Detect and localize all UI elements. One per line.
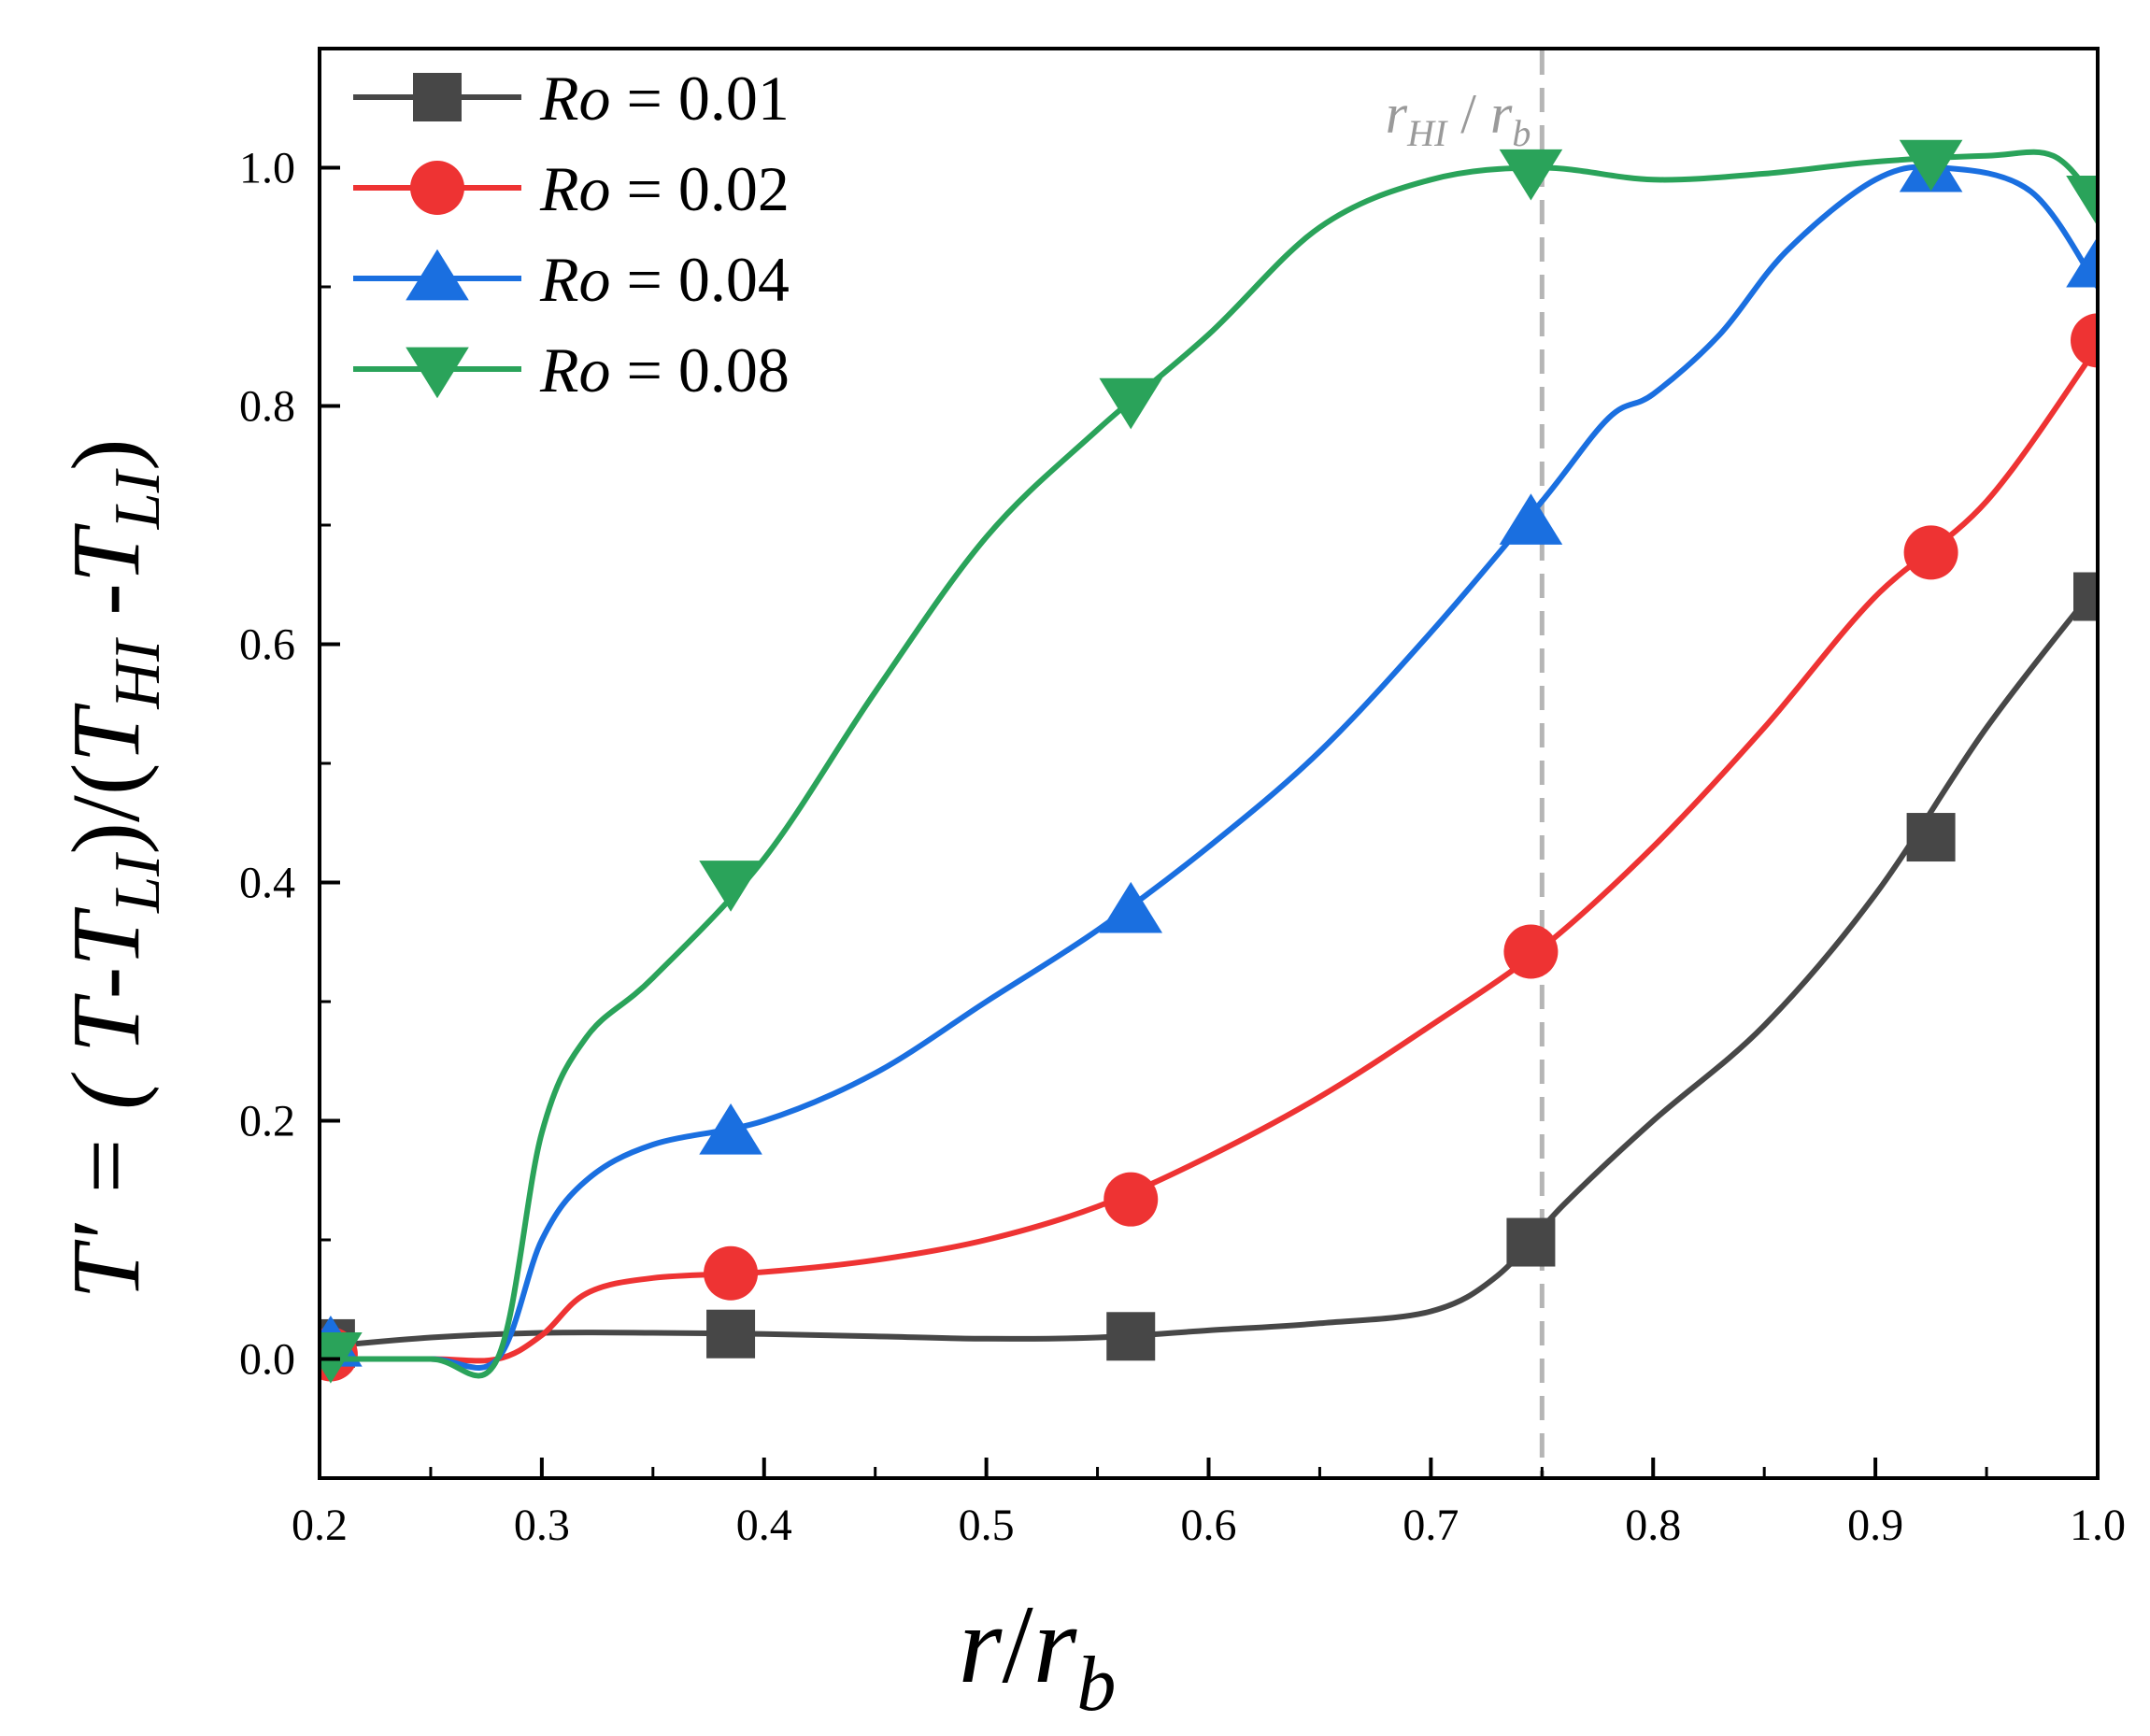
legend-marker-ro-004 bbox=[406, 249, 469, 301]
y-tick-label-0.8: 0.8 bbox=[239, 382, 295, 432]
x-tick-label-1.0: 1.0 bbox=[2070, 1501, 2126, 1550]
y-axis-title: T′ = ( T-TLI)/(THI -TLI) bbox=[52, 438, 174, 1299]
reference-line-label: rHI / rb bbox=[1386, 83, 1531, 154]
series-ro-008 bbox=[320, 139, 2098, 1384]
y-tick-label-1.0: 1.0 bbox=[239, 144, 295, 193]
data-point-ro-002-5 bbox=[1903, 525, 1958, 580]
data-point-ro-008-5 bbox=[1899, 139, 1963, 192]
data-point-ro-008-4 bbox=[1499, 149, 1563, 201]
data-point-ro-008-3 bbox=[1099, 377, 1163, 430]
legend-marker-ro-008 bbox=[406, 347, 469, 399]
data-point-ro-004-6 bbox=[2066, 235, 2098, 288]
data-point-ro-001-5 bbox=[1906, 813, 1956, 862]
legend-item-ro-001: Ro = 0.01 bbox=[353, 63, 790, 134]
legend-label-ro-002: Ro = 0.02 bbox=[539, 153, 790, 224]
data-point-ro-002-4 bbox=[1503, 924, 1559, 979]
plot-area: rHI / rb 0.2 0.3 0.4 0.5 0.6 0.7 0.8 0.9 1.0 0.0 0.… bbox=[239, 47, 2126, 1550]
series-line-ro-002 bbox=[320, 345, 2098, 1364]
x-tick-label-0.6: 0.6 bbox=[1181, 1501, 1237, 1550]
x-tick-label-0.9: 0.9 bbox=[1847, 1501, 1903, 1550]
legend-label-ro-001: Ro = 0.01 bbox=[539, 63, 790, 134]
data-point-ro-002-3 bbox=[1103, 1172, 1159, 1227]
data-point-ro-004-3 bbox=[1099, 881, 1163, 933]
legend: Ro = 0.01 Ro = 0.02 Ro = 0.04 Ro = 0.08 bbox=[353, 63, 790, 406]
legend-item-ro-002: Ro = 0.02 bbox=[353, 153, 790, 224]
data-point-ro-001-4 bbox=[1506, 1217, 1556, 1267]
data-point-ro-008-6 bbox=[2066, 175, 2098, 227]
y-tick-label-0.6: 0.6 bbox=[239, 620, 295, 670]
legend-marker-ro-002 bbox=[410, 161, 464, 215]
y-tick-label-0.0: 0.0 bbox=[239, 1335, 295, 1385]
x-tick-label-0.2: 0.2 bbox=[292, 1501, 348, 1550]
series-line-ro-004 bbox=[320, 164, 2098, 1371]
data-point-ro-004-2 bbox=[699, 1103, 762, 1155]
data-point-ro-001-6 bbox=[2073, 572, 2098, 621]
x-tick-label-0.7: 0.7 bbox=[1402, 1501, 1459, 1550]
series-line-ro-001 bbox=[320, 582, 2098, 1350]
x-axis-title: r/rb bbox=[959, 1582, 1117, 1728]
y-tick-label-0.4: 0.4 bbox=[239, 859, 295, 908]
legend-label-ro-004: Ro = 0.04 bbox=[539, 244, 790, 315]
data-point-ro-002-6 bbox=[2071, 313, 2098, 368]
legend-label-ro-008: Ro = 0.08 bbox=[539, 334, 790, 406]
series-line-ro-008 bbox=[320, 149, 2098, 1379]
x-tick-label-0.3: 0.3 bbox=[514, 1501, 570, 1550]
data-point-ro-001-3 bbox=[1106, 1312, 1156, 1361]
legend-item-ro-004: Ro = 0.04 bbox=[353, 244, 790, 315]
y-tick-label-0.2: 0.2 bbox=[239, 1097, 295, 1146]
data-point-ro-002-2 bbox=[704, 1245, 759, 1301]
data-point-ro-008-2 bbox=[699, 861, 762, 912]
legend-marker-ro-001 bbox=[413, 73, 462, 121]
data-point-ro-008-1 bbox=[320, 1332, 363, 1384]
data-point-ro-004-4 bbox=[1499, 493, 1563, 545]
x-tick-label-0.4: 0.4 bbox=[736, 1501, 792, 1550]
data-point-ro-001-2 bbox=[706, 1309, 756, 1359]
x-tick-label-0.8: 0.8 bbox=[1625, 1501, 1681, 1550]
legend-item-ro-008: Ro = 0.08 bbox=[353, 334, 790, 406]
x-tick-label-0.5: 0.5 bbox=[959, 1501, 1015, 1550]
